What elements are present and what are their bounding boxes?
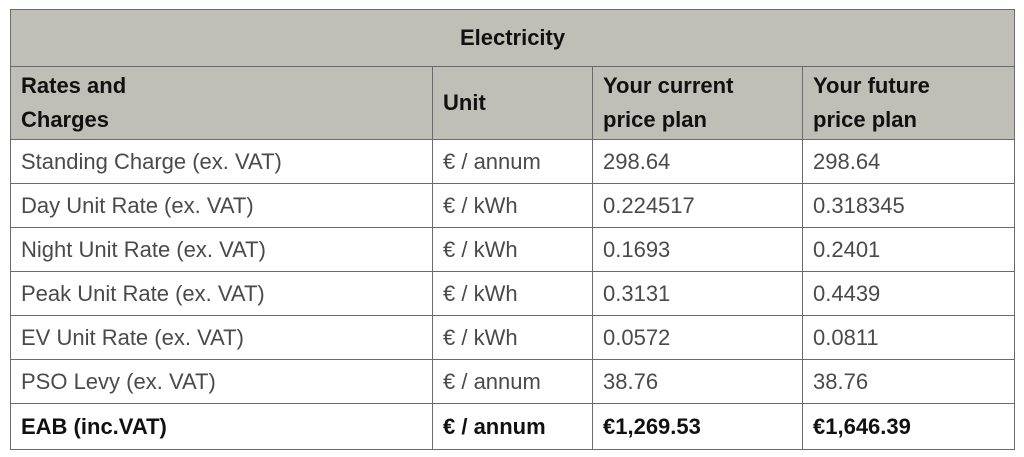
- table-cell: 0.2401: [801, 227, 1016, 272]
- table-cell: € / annum: [432, 359, 593, 404]
- table-cell: EV Unit Rate (ex. VAT): [10, 315, 433, 360]
- title-row: Electricity: [9, 9, 1016, 67]
- table-cell: 38.76: [592, 359, 803, 404]
- header-row: Rates and Charges Unit Your current price …: [10, 66, 1016, 140]
- table-row: Peak Unit Rate (ex. VAT) € / kWh 0.3131 0.4…: [10, 271, 1016, 316]
- table-cell: € / kWh: [432, 315, 593, 360]
- table-cell: 298.64: [592, 139, 803, 184]
- table-cell: € / annum: [432, 403, 593, 450]
- header-cell: Rates and Charges: [10, 66, 433, 140]
- header-cell: Your future price plan: [801, 66, 1016, 140]
- header-cell: Unit: [432, 66, 593, 140]
- table-title: Electricity: [9, 9, 1016, 67]
- table-cell: €1,269.53: [592, 403, 803, 450]
- table-cell: EAB (inc.VAT): [10, 403, 433, 450]
- table-cell: 0.0572: [592, 315, 803, 360]
- table-row: Standing Charge (ex. VAT) € / annum 298.64…: [10, 139, 1016, 184]
- table-cell: 0.224517: [592, 183, 803, 228]
- table-cell: 0.1693: [592, 227, 803, 272]
- table-cell: 298.64: [801, 139, 1016, 184]
- table-cell: €1,646.39: [801, 403, 1016, 450]
- table-row: Night Unit Rate (ex. VAT) € / kWh 0.1693 0.…: [10, 227, 1016, 272]
- table-row: EAB (inc.VAT) € / annum €1,269.53 €1,646.39: [10, 403, 1016, 450]
- table-cell: € / kWh: [432, 183, 593, 228]
- table-cell: 38.76: [801, 359, 1016, 404]
- header-text: Your future price plan: [813, 73, 930, 132]
- table-cell: 0.4439: [801, 271, 1016, 316]
- table-cell: 0.3131: [592, 271, 803, 316]
- table-row: Day Unit Rate (ex. VAT) € / kWh 0.224517 0.…: [10, 183, 1016, 228]
- table-cell: € / annum: [432, 139, 593, 184]
- table-cell: € / kWh: [432, 227, 593, 272]
- table-cell: PSO Levy (ex. VAT): [10, 359, 433, 404]
- table-row: PSO Levy (ex. VAT) € / annum 38.76 38.76: [10, 359, 1016, 404]
- rates-table: Electricity Rates and Charges Unit Your cu…: [9, 9, 1016, 450]
- header-text: Your current price plan: [603, 73, 734, 132]
- table-cell: € / kWh: [432, 271, 593, 316]
- table-cell: Peak Unit Rate (ex. VAT): [10, 271, 433, 316]
- table-body: Standing Charge (ex. VAT) € / annum 298.64…: [10, 139, 1016, 450]
- header-cell: Your current price plan: [592, 66, 803, 140]
- header-text: Rates and Charges: [21, 73, 127, 132]
- table-cell: 0.318345: [801, 183, 1016, 228]
- table-cell: Night Unit Rate (ex. VAT): [10, 227, 433, 272]
- header-text: Unit: [443, 90, 486, 115]
- table-cell: Day Unit Rate (ex. VAT): [10, 183, 433, 228]
- table-cell: Standing Charge (ex. VAT): [10, 139, 433, 184]
- table-row: EV Unit Rate (ex. VAT) € / kWh 0.0572 0.081…: [10, 315, 1016, 360]
- table-cell: 0.0811: [801, 315, 1016, 360]
- table-head: Electricity Rates and Charges Unit Your cu…: [9, 9, 1016, 140]
